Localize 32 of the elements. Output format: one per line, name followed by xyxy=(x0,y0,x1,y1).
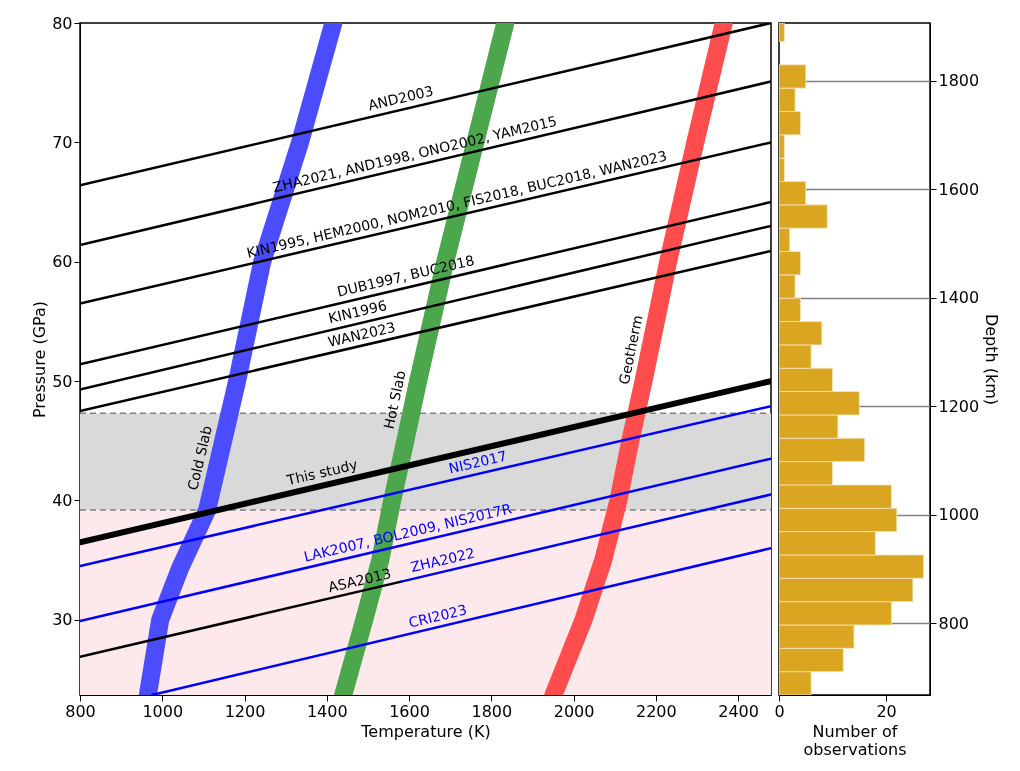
annotation: Cold Slab xyxy=(184,423,215,492)
y-axis-title: Depth (km) xyxy=(982,313,1002,406)
y-tick-label: 30 xyxy=(52,610,73,630)
annotation: Hot Slab xyxy=(380,369,409,431)
y-axis-title: Pressure (GPa) xyxy=(30,300,50,419)
y-tick-label: 50 xyxy=(52,371,73,391)
x-tick-label: 2400 xyxy=(718,701,759,721)
x-axis-title: Temperature (K) xyxy=(360,721,491,741)
x-tick-label: 2000 xyxy=(553,701,595,721)
x-tick-label: 2200 xyxy=(635,701,677,721)
y-tick-label: 800 xyxy=(938,613,970,633)
y-tick-label: 70 xyxy=(52,132,73,152)
x-tick-label: 1200 xyxy=(224,701,266,721)
y-tick-label: 1800 xyxy=(938,71,980,91)
x-tick-label: 1000 xyxy=(142,701,184,721)
x-axis-title: Number of observations xyxy=(803,721,907,759)
annotation: This study xyxy=(284,456,360,489)
y-tick-label: 1200 xyxy=(938,396,980,416)
y-tick-label: 1600 xyxy=(938,179,980,199)
annotation: NIS2017 xyxy=(447,447,509,477)
y-tick-label: 1000 xyxy=(938,505,980,525)
x-tick-label: 1400 xyxy=(306,701,348,721)
y-tick-label: 80 xyxy=(52,13,73,33)
x-tick-label: 20 xyxy=(876,701,897,721)
x-tick-label: 800 xyxy=(65,701,96,721)
annotation: CRI2023 xyxy=(407,601,469,631)
y-tick-label: 60 xyxy=(52,252,73,272)
y-tick-label: 1400 xyxy=(938,288,980,308)
x-tick-label: 0 xyxy=(774,701,785,721)
x-tick-label: 1800 xyxy=(471,701,513,721)
y-tick-label: 40 xyxy=(52,490,73,510)
x-tick-label: 1600 xyxy=(389,701,430,721)
